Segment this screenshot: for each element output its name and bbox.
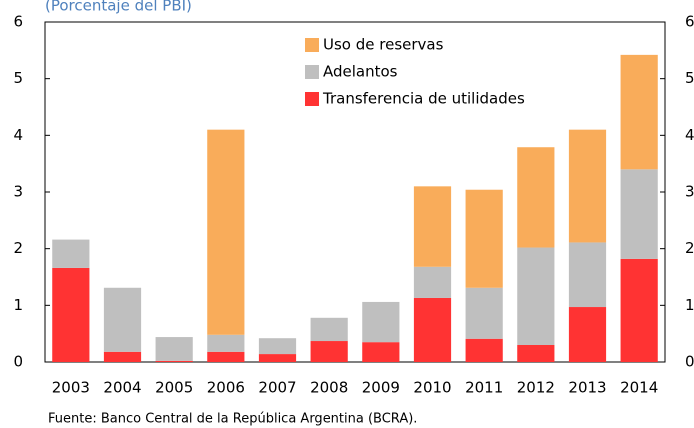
- bar-segment: [465, 287, 503, 339]
- y-tick-label: 6: [13, 13, 23, 31]
- bar-segment: [207, 129, 245, 335]
- y2-tick-label: 6: [685, 13, 694, 31]
- x-tick-label: 2014: [620, 379, 658, 397]
- bar-segment: [620, 169, 658, 259]
- legend-label: Uso de reservas: [323, 36, 444, 54]
- x-tick-label: 2010: [413, 379, 451, 397]
- x-tick-label: 2008: [310, 379, 348, 397]
- x-tick-label: 2003: [52, 379, 90, 397]
- bar-segment: [103, 287, 142, 352]
- bar-segment: [413, 297, 452, 362]
- bar-segment: [517, 147, 555, 248]
- x-tick-label: 2009: [362, 379, 400, 397]
- x-tick-label: 2012: [517, 379, 555, 397]
- x-tick-label: 2013: [568, 379, 606, 397]
- y2-tick-label: 1: [685, 296, 694, 314]
- bar-segment: [258, 354, 297, 362]
- y2-tick-label: 0: [685, 353, 694, 371]
- bar-segment: [258, 338, 297, 355]
- bar-segment: [310, 341, 348, 362]
- bar-segment: [207, 351, 245, 362]
- y2-tick-label: 4: [685, 126, 694, 144]
- bar-segment: [465, 338, 503, 362]
- x-tick-label: 2005: [155, 379, 193, 397]
- legend-swatch: [305, 65, 319, 79]
- bar-segment: [620, 54, 658, 170]
- bar-segment: [620, 258, 658, 362]
- y2-tick-label: 2: [685, 239, 694, 257]
- x-tick-label: 2006: [207, 379, 245, 397]
- bar-segment: [362, 342, 400, 362]
- legend-label: Transferencia de utilidades: [322, 90, 525, 108]
- x-tick-label: 2011: [465, 379, 503, 397]
- source: Fuente: Banco Central de la República Ar…: [48, 412, 417, 427]
- bar-segment: [155, 337, 193, 361]
- bar-segment: [155, 360, 193, 362]
- bar-segment: [52, 267, 90, 362]
- legend-swatch: [305, 92, 319, 106]
- bar-segment: [517, 345, 555, 362]
- bar-segment: [207, 334, 245, 352]
- bar-segment: [568, 129, 607, 243]
- y-tick-label: 5: [13, 69, 23, 87]
- bar-segment: [413, 186, 452, 267]
- y-tick-label: 3: [13, 183, 23, 201]
- y2-tick-label: 3: [685, 183, 694, 201]
- y-tick-label: 2: [13, 239, 23, 257]
- x-tick-label: 2007: [258, 379, 296, 397]
- bar-segment: [568, 242, 607, 308]
- x-tick-label: 2004: [103, 379, 141, 397]
- legend-swatch: [305, 38, 319, 52]
- y-tick-label: 0: [13, 353, 23, 371]
- bar-segment: [465, 189, 503, 288]
- y-tick-label: 1: [13, 296, 23, 314]
- bar-segment: [52, 239, 90, 268]
- bar-segment: [413, 266, 452, 298]
- bar-segment: [362, 301, 400, 343]
- y-tick-label: 4: [13, 126, 23, 144]
- bar-segment: [517, 247, 555, 345]
- y2-tick-label: 5: [685, 69, 694, 87]
- chart-title: (Porcentaje del PBI): [45, 0, 192, 15]
- legend-label: Adelantos: [323, 63, 398, 81]
- bar-segment: [103, 351, 142, 362]
- bar-segment: [310, 317, 348, 342]
- bar-segment: [568, 307, 607, 362]
